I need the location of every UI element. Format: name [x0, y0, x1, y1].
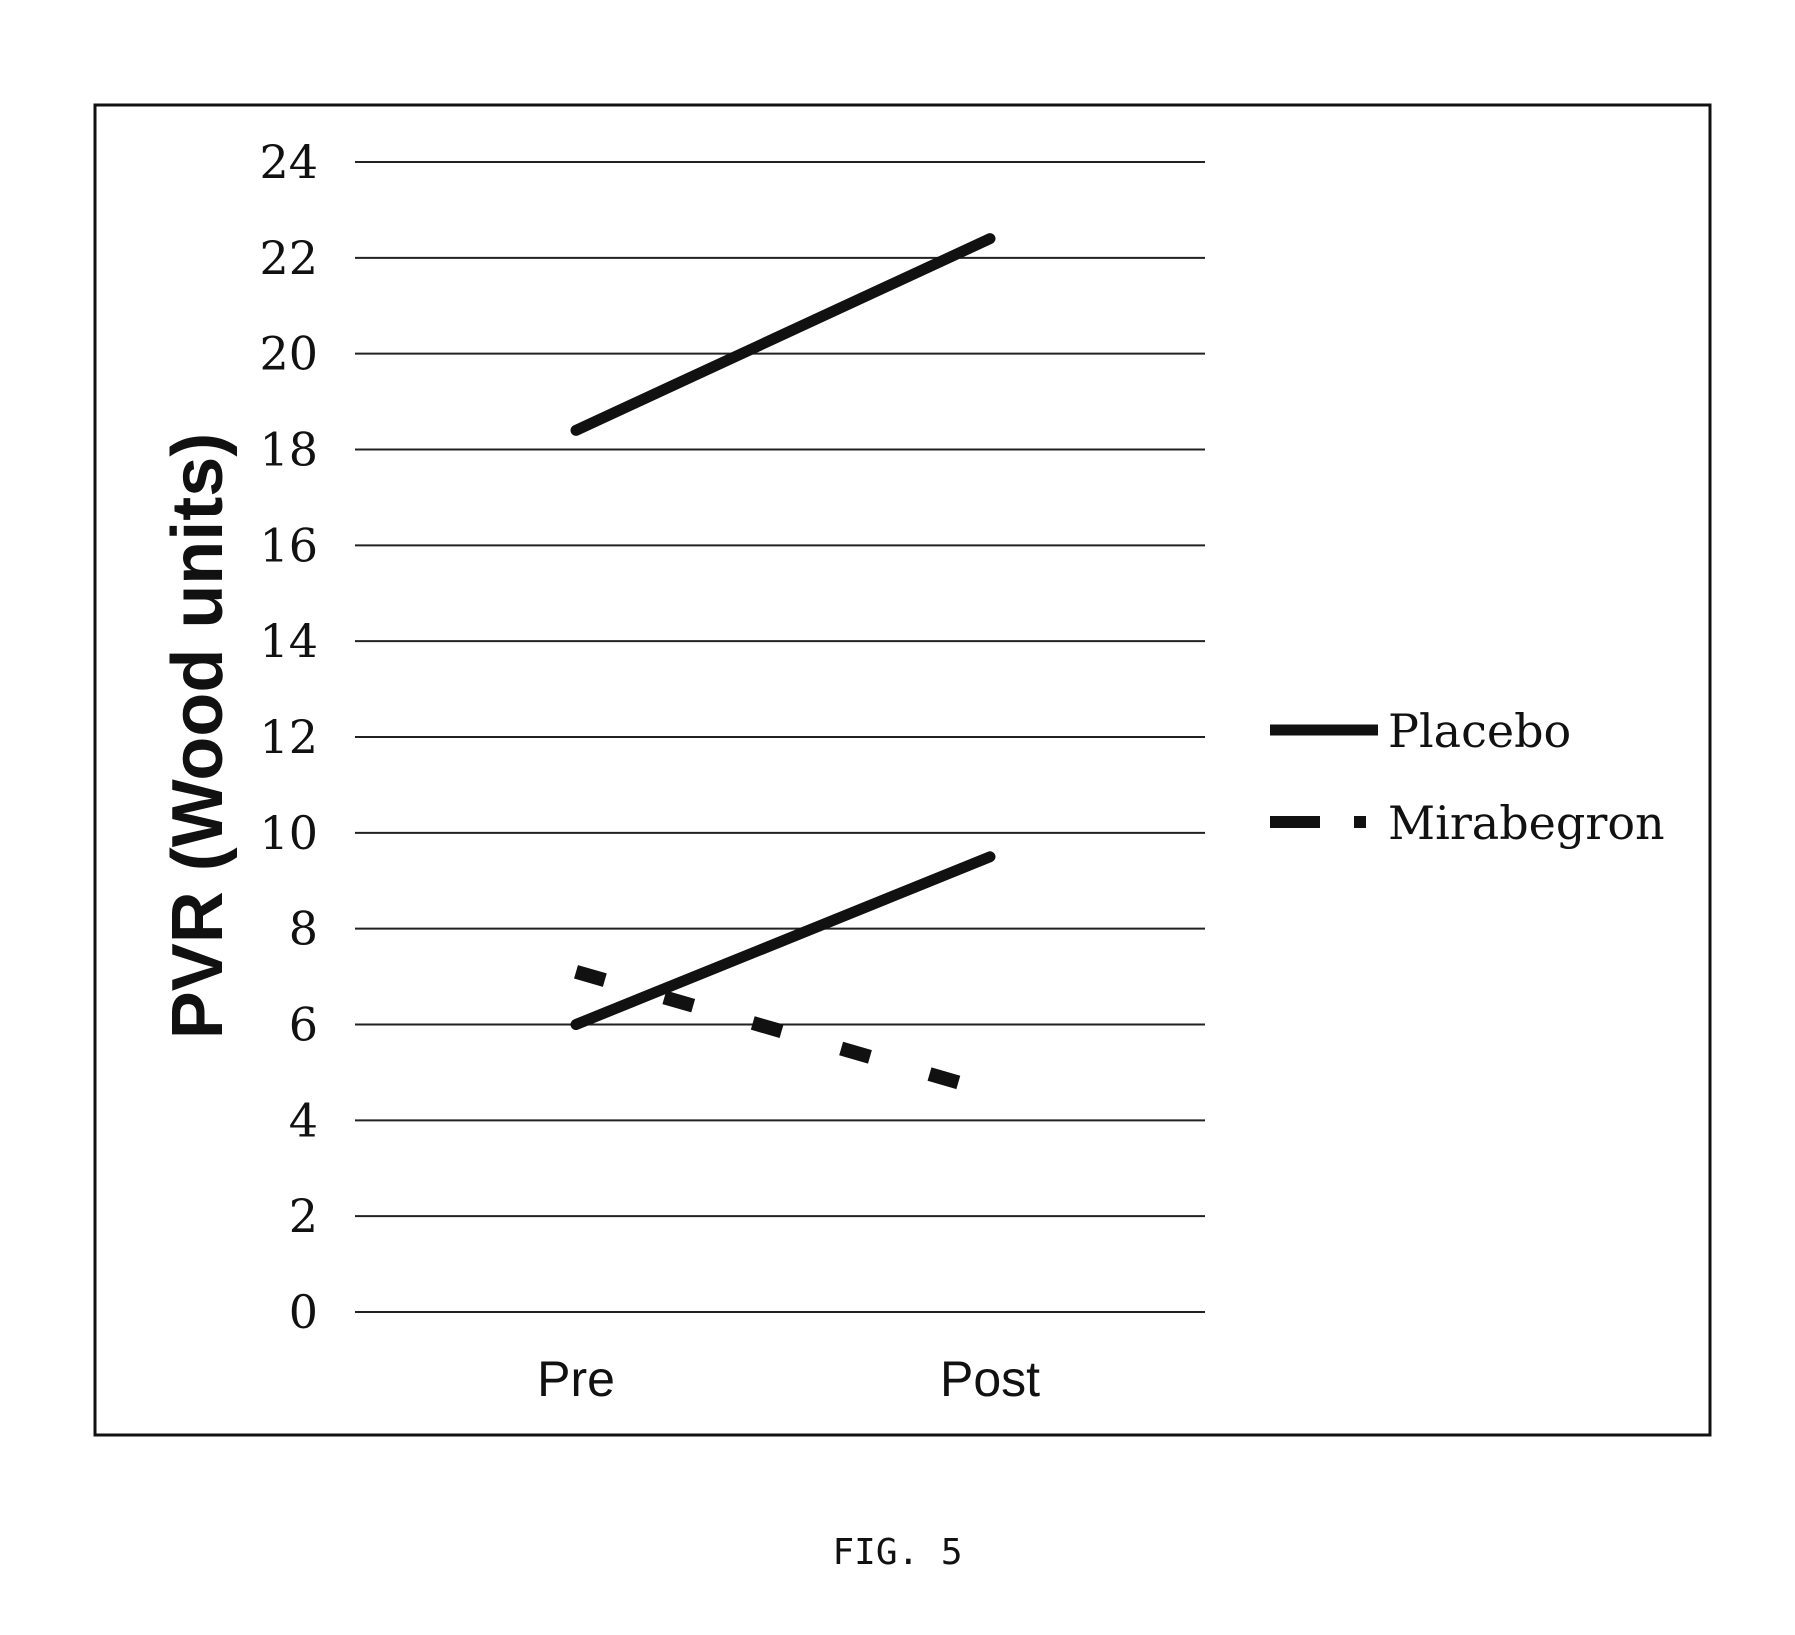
series-line-placebo-0 — [570, 233, 996, 436]
gridlines — [355, 161, 1205, 1313]
y-tick-label-6: 6 — [289, 998, 318, 1052]
series-line-placebo-1 — [570, 851, 996, 1030]
y-tick-label-24: 24 — [259, 135, 318, 189]
y-tick-label-18: 18 — [259, 423, 318, 477]
y-tick-label-4: 4 — [289, 1093, 318, 1147]
y-tick-label-14: 14 — [259, 614, 318, 668]
y-tick-label-8: 8 — [289, 902, 318, 956]
x-category-pre: Pre — [537, 1351, 615, 1407]
x-category-labels: Pre Post — [537, 1351, 1040, 1407]
y-axis-label: PVR (Wood units) — [158, 433, 238, 1040]
legend-label-placebo: Placebo — [1388, 704, 1571, 758]
series-lines — [570, 233, 996, 1099]
chart-frame — [93, 103, 1712, 1437]
y-tick-label-0: 0 — [289, 1285, 318, 1339]
y-tick-label-20: 20 — [259, 327, 318, 381]
y-tick-label-10: 10 — [259, 806, 318, 860]
series-line-mirabegron-2 — [574, 965, 992, 1099]
y-tick-label-12: 12 — [259, 710, 318, 764]
y-tick-label-16: 16 — [259, 518, 318, 572]
x-category-post: Post — [940, 1351, 1040, 1407]
figure-caption: FIG. 5 — [832, 1532, 963, 1573]
y-tick-label-2: 2 — [289, 1189, 318, 1243]
legend-label-mirabegron: Mirabegron — [1388, 796, 1665, 850]
y-tick-label-22: 22 — [259, 231, 318, 285]
legend: Placebo Mirabegron — [1270, 704, 1665, 850]
